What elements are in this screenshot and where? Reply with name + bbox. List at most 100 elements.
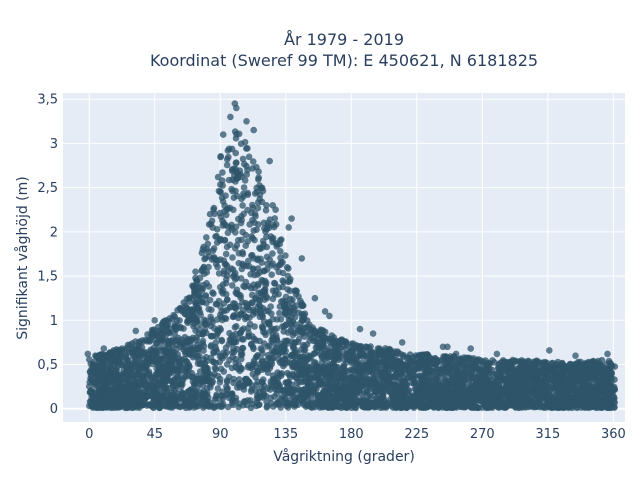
data-point bbox=[434, 365, 441, 373]
data-point bbox=[377, 404, 384, 412]
data-point bbox=[291, 307, 298, 314]
data-point bbox=[322, 374, 330, 382]
data-point bbox=[139, 373, 147, 380]
data-point bbox=[457, 359, 465, 367]
data-point bbox=[279, 258, 286, 266]
data-point bbox=[266, 342, 273, 349]
data-point bbox=[252, 387, 259, 394]
data-point bbox=[245, 153, 253, 161]
data-point bbox=[199, 298, 206, 306]
data-point bbox=[292, 354, 300, 362]
data-point bbox=[248, 251, 256, 259]
data-point bbox=[249, 306, 257, 313]
data-point bbox=[203, 385, 211, 392]
data-point bbox=[228, 265, 235, 272]
data-point bbox=[462, 355, 470, 362]
data-point bbox=[214, 257, 222, 265]
data-point bbox=[258, 384, 266, 392]
data-point bbox=[93, 404, 101, 412]
data-point bbox=[283, 264, 291, 271]
data-point bbox=[268, 336, 275, 344]
data-point bbox=[191, 292, 198, 300]
data-point bbox=[527, 384, 534, 392]
data-point bbox=[157, 381, 165, 388]
data-point bbox=[235, 236, 242, 244]
data-point bbox=[342, 400, 350, 408]
data-point bbox=[223, 361, 231, 368]
data-point bbox=[119, 400, 126, 407]
data-point bbox=[232, 330, 240, 338]
data-point bbox=[244, 206, 251, 214]
data-point bbox=[599, 393, 606, 400]
data-point bbox=[286, 278, 294, 285]
data-point bbox=[229, 313, 237, 321]
data-point bbox=[256, 308, 264, 316]
data-point bbox=[259, 350, 266, 358]
data-point bbox=[230, 300, 237, 307]
data-point bbox=[210, 404, 218, 412]
data-point bbox=[279, 386, 286, 394]
data-point bbox=[416, 372, 423, 380]
data-point bbox=[132, 338, 139, 345]
data-point bbox=[320, 403, 327, 411]
data-point bbox=[129, 383, 137, 391]
data-point bbox=[260, 361, 268, 368]
data-point bbox=[281, 304, 289, 311]
data-point bbox=[221, 208, 228, 215]
data-point bbox=[294, 324, 302, 332]
data-point bbox=[185, 388, 193, 395]
data-point bbox=[155, 333, 163, 340]
data-point bbox=[205, 283, 213, 290]
data-point bbox=[127, 391, 135, 399]
data-point bbox=[219, 402, 226, 410]
data-point bbox=[268, 347, 276, 355]
data-point bbox=[468, 404, 475, 411]
data-point bbox=[535, 378, 543, 386]
data-point bbox=[224, 229, 232, 237]
data-point bbox=[249, 201, 256, 209]
data-point bbox=[157, 397, 164, 405]
data-point bbox=[240, 184, 248, 191]
data-point bbox=[331, 392, 339, 400]
data-point bbox=[211, 395, 219, 403]
data-point bbox=[255, 301, 263, 309]
data-point bbox=[248, 291, 256, 299]
data-point bbox=[531, 395, 539, 402]
data-point bbox=[263, 243, 271, 251]
data-point bbox=[585, 367, 592, 375]
data-point bbox=[103, 395, 110, 402]
data-point bbox=[194, 356, 202, 363]
data-point bbox=[411, 394, 419, 401]
data-point bbox=[232, 245, 239, 252]
data-point bbox=[476, 388, 484, 396]
data-point bbox=[249, 299, 256, 307]
data-point bbox=[233, 286, 241, 294]
data-point bbox=[214, 385, 222, 392]
data-point bbox=[189, 305, 197, 313]
data-point bbox=[217, 326, 224, 334]
data-point bbox=[322, 334, 330, 342]
data-point bbox=[170, 376, 178, 384]
data-point bbox=[162, 317, 169, 324]
data-point bbox=[263, 202, 270, 209]
data-point bbox=[462, 403, 469, 411]
data-point bbox=[572, 399, 579, 406]
data-point bbox=[208, 217, 216, 225]
data-point bbox=[209, 373, 216, 380]
data-point bbox=[291, 314, 299, 321]
data-point bbox=[239, 202, 246, 209]
data-point bbox=[297, 364, 304, 372]
data-point bbox=[410, 402, 417, 410]
data-point bbox=[250, 265, 257, 273]
data-point bbox=[212, 346, 220, 353]
data-point bbox=[510, 397, 518, 405]
data-point bbox=[153, 365, 160, 372]
data-point bbox=[229, 187, 236, 195]
data-point bbox=[205, 394, 212, 401]
data-point bbox=[192, 402, 200, 409]
data-point bbox=[165, 341, 172, 348]
data-point bbox=[110, 348, 118, 356]
data-point bbox=[144, 392, 152, 400]
data-point bbox=[193, 301, 200, 308]
data-point bbox=[442, 365, 450, 373]
